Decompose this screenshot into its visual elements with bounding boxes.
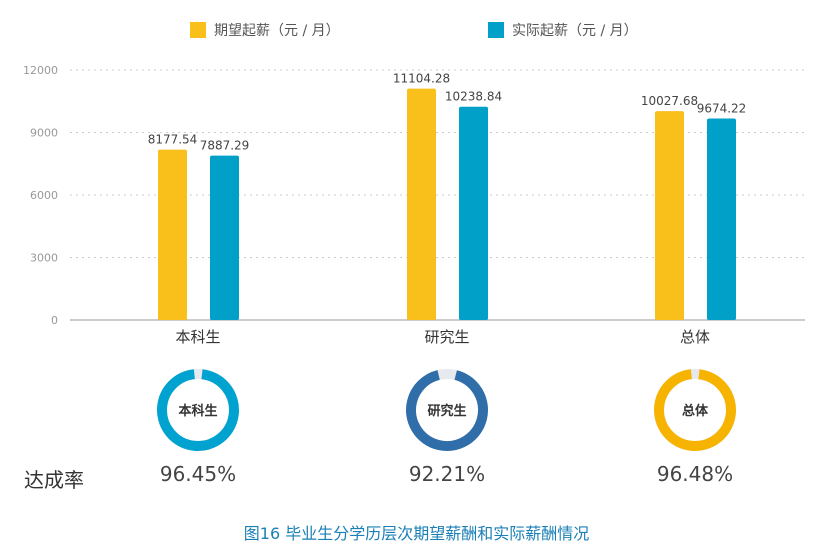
x-tick-label: 总体 <box>680 328 710 346</box>
y-tick-label: 0 <box>51 314 58 327</box>
bar <box>158 149 187 320</box>
x-tick-label: 研究生 <box>424 328 469 346</box>
data-label: 7887.29 <box>200 139 250 153</box>
donut-progress <box>406 369 488 451</box>
legend-swatch <box>488 22 504 38</box>
legend-actual: 实际起薪（元 / 月） <box>488 20 638 40</box>
bar <box>655 111 684 320</box>
donut-label: 本科生 <box>178 403 217 419</box>
bar <box>210 155 239 320</box>
rate-value: 96.45% <box>159 462 237 486</box>
data-label: 11104.28 <box>393 72 450 86</box>
y-tick-label: 9000 <box>30 127 58 140</box>
bar <box>459 106 488 321</box>
legend-label: 实际起薪（元 / 月） <box>512 23 638 39</box>
x-tick-label: 本科生 <box>175 328 220 346</box>
donut-label: 研究生 <box>427 403 466 419</box>
data-label: 9674.22 <box>697 101 747 115</box>
legend-label: 期望起薪（元 / 月） <box>214 23 340 39</box>
data-label: 8177.54 <box>148 133 198 147</box>
rate-label: 达成率 <box>24 468 84 492</box>
y-tick-label: 6000 <box>30 189 58 202</box>
donut-progress <box>654 369 736 452</box>
caption: 图16 毕业生分学历层次期望薪酬和实际薪酬情况 <box>243 524 590 543</box>
legend-expected: 期望起薪（元 / 月） <box>190 20 340 40</box>
bar <box>707 118 736 320</box>
bar <box>407 88 436 321</box>
y-tick-label: 12000 <box>23 64 58 77</box>
y-tick-label: 3000 <box>30 252 58 265</box>
data-label: 10238.84 <box>445 90 502 104</box>
rate-value: 92.21% <box>408 462 486 486</box>
rate-value: 96.48% <box>656 462 734 486</box>
donut-progress <box>157 369 239 451</box>
donut-label: 总体 <box>682 403 709 419</box>
data-label: 10027.68 <box>641 94 698 108</box>
legend-swatch <box>190 22 206 38</box>
